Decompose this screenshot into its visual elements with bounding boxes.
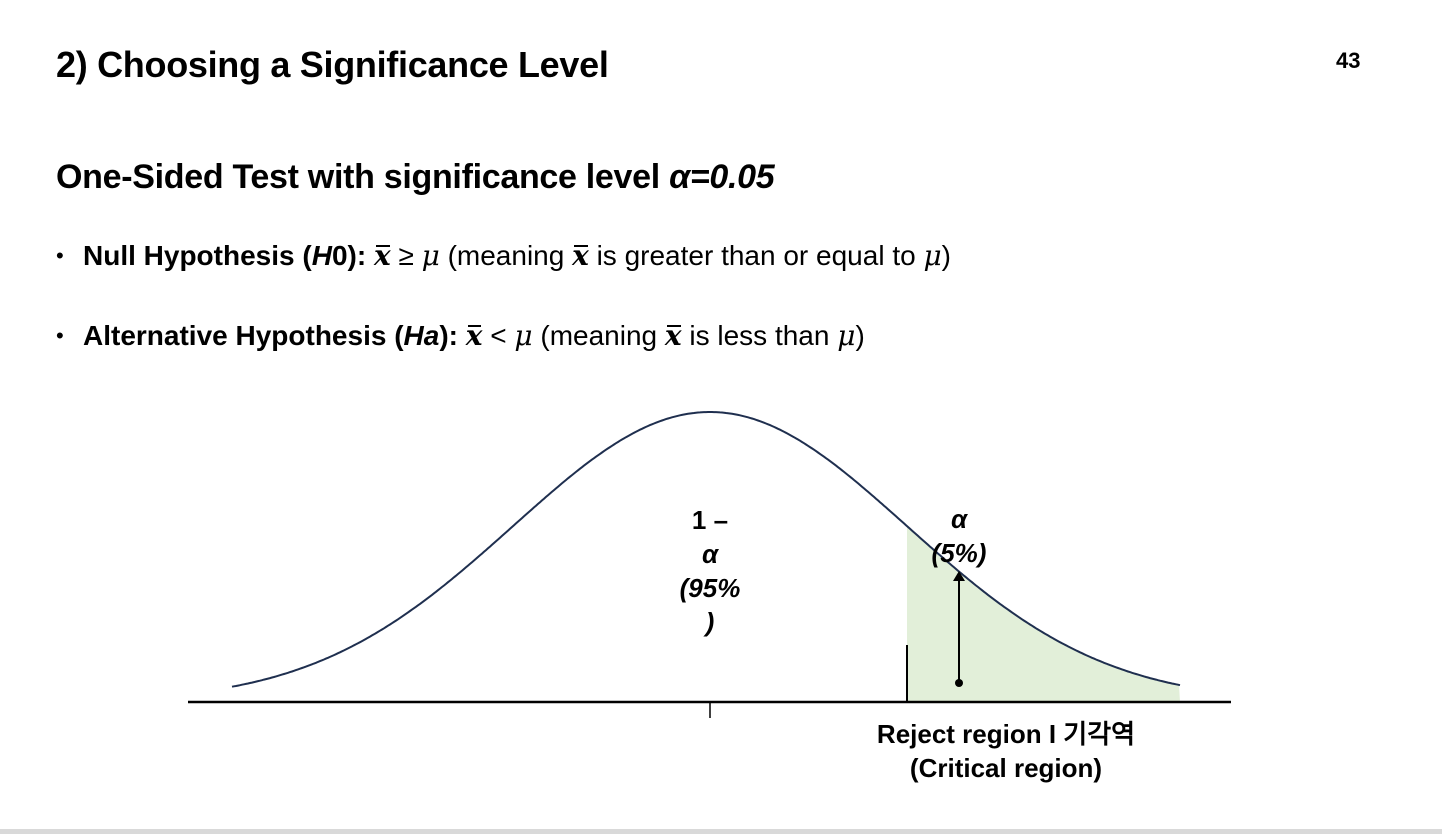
hypothesis-symbol-suffix: 0 (331, 240, 348, 271)
tail-label-line: (5%) (931, 538, 987, 568)
hypothesis-list: • Null Hypothesis (H0): x ≥ μ (meaning x … (56, 236, 951, 356)
slide-title: 2) Choosing a Significance Level (56, 44, 609, 85)
operator: < (490, 320, 507, 351)
meaning-prefix: (meaning (540, 320, 658, 351)
reject-region-label: Reject region I 기각역 (Critical region) (846, 717, 1166, 785)
meaning-prefix: (meaning (447, 240, 565, 271)
mu-symbol: μ (514, 319, 533, 352)
tail-arrow-dot (955, 679, 963, 687)
section-subtitle: One-Sided Test with significance level α… (56, 158, 775, 197)
center-label-line: 1 – (691, 505, 729, 535)
center-label-line: ) (705, 607, 715, 637)
alpha-value: α=0.05 (669, 158, 775, 196)
mu-symbol: μ (837, 319, 856, 352)
mu-symbol: μ (421, 239, 440, 272)
alternative-hypothesis-item: • Alternative Hypothesis (Ha): x < μ (mea… (56, 316, 951, 356)
mu-symbol: μ (923, 239, 942, 272)
xbar-symbol: x (466, 316, 483, 356)
center-label-line: (95% (679, 573, 741, 603)
bullet-label: Null Hypothesis ( (83, 240, 312, 271)
meaning-close: ) (855, 320, 865, 351)
reject-label-line: (Critical region) (909, 753, 1103, 783)
subtitle-text: One-Sided Test with significance level (56, 158, 670, 196)
meaning-text: is greater than or equal to (596, 240, 916, 271)
xbar-symbol: x (572, 236, 589, 276)
center-area-label: 1 – α (95% ) (660, 503, 760, 639)
bullet-label: Alternative Hypothesis ( (83, 320, 404, 351)
hypothesis-symbol: Ha (403, 320, 440, 351)
reject-label-line: Reject region I 기각역 (876, 719, 1136, 749)
bullet-label-close: ): (347, 240, 367, 271)
bullet-icon: • (56, 323, 64, 348)
slide-bottom-border (0, 829, 1442, 834)
meaning-text: is less than (689, 320, 830, 351)
bullet-label-close: ): (439, 320, 458, 351)
arrow-up-icon (953, 571, 965, 581)
hypothesis-symbol: H (311, 240, 332, 271)
operator: ≥ (398, 240, 414, 271)
tail-area-label: α (5%) (909, 502, 1009, 570)
xbar-symbol: x (374, 236, 391, 276)
reject-region-fill (907, 526, 1180, 702)
bullet-icon: • (56, 243, 64, 268)
normal-curve (231, 411, 1181, 688)
page-number: 43 (1336, 48, 1361, 73)
xbar-symbol: x (665, 316, 682, 356)
center-label-line: α (701, 539, 719, 569)
meaning-close: ) (941, 240, 951, 271)
null-hypothesis-item: • Null Hypothesis (H0): x ≥ μ (meaning x … (56, 236, 951, 276)
tail-label-line: α (950, 504, 968, 534)
